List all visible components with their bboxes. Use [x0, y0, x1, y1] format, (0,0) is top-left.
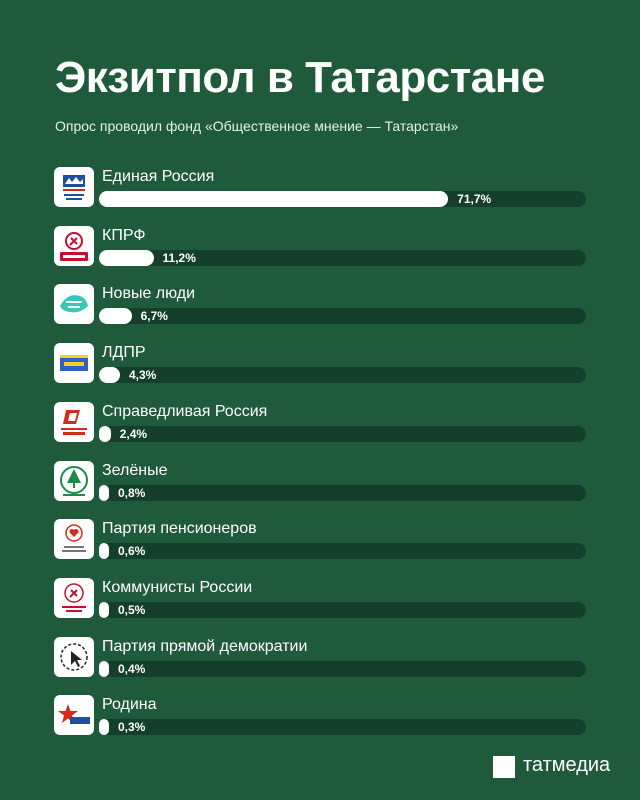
rodina-logo-icon	[54, 695, 94, 736]
bar	[99, 543, 109, 560]
greens-logo-icon	[54, 460, 94, 501]
pensioners-party-logo-icon	[54, 519, 94, 560]
direct-democracy-logo-icon	[54, 636, 94, 677]
data-label: 11,2%	[162, 250, 196, 265]
ldpr-logo-icon	[54, 343, 94, 384]
bar-track	[99, 660, 586, 677]
category-label: Зелёные	[102, 461, 168, 479]
data-label: 0,3%	[118, 720, 146, 735]
data-label: 0,4%	[118, 661, 146, 676]
category-label: Единая Россия	[102, 168, 215, 185]
bar-track	[99, 425, 586, 442]
category-label: Партия прямой демократии	[102, 637, 308, 655]
bar-row: КПРФ 11,2%	[0, 225, 640, 276]
bar	[99, 249, 154, 266]
bar	[99, 719, 109, 736]
bar-row: Справедливая Россия 2,4%	[0, 401, 640, 452]
category-label: ЛДПР	[102, 344, 146, 362]
bar	[99, 660, 109, 677]
category-label: Новые люди	[102, 285, 196, 303]
data-label: 6,7%	[140, 309, 168, 324]
bar-row: Партия пенсионеров 0,6%	[0, 519, 640, 569]
bar-row: Единая Россия 71,7%	[0, 167, 640, 217]
united-russia-logo-icon	[54, 167, 94, 207]
data-label: 4,3%	[128, 368, 157, 383]
bar-row: Коммунисты России 0,5%	[0, 577, 640, 628]
bar-row: Новые люди 6,7%	[0, 284, 640, 334]
page-subtitle: Опрос проводил фонд «Общественное мнение…	[55, 118, 459, 134]
new-people-logo-icon	[54, 284, 94, 325]
brand-name: татмедиа	[523, 754, 611, 776]
bar-track	[99, 484, 586, 501]
bar-track	[99, 308, 586, 325]
bar-row: ЛДПР 4,3%	[0, 343, 640, 393]
bar-track	[99, 191, 586, 207]
bar-row: Партия прямой демократии 0,4%	[0, 636, 640, 687]
communists-of-russia-logo-icon	[54, 577, 94, 618]
data-label: 0,5%	[118, 602, 146, 617]
bar-track	[99, 601, 586, 618]
category-label: Коммунисты России	[102, 578, 253, 596]
bar	[99, 601, 109, 618]
bar-track	[99, 543, 586, 560]
bar-track	[99, 719, 586, 736]
page-title: Экзитпол в Татарстане	[55, 53, 545, 102]
brand-square-icon	[493, 756, 515, 778]
category-label: Родина	[102, 696, 157, 714]
bar	[99, 425, 111, 442]
category-label: Справедливая Россия	[102, 402, 268, 420]
bar-track	[99, 367, 586, 384]
bar-row: Зелёные 0,8%	[0, 460, 640, 511]
bar	[99, 367, 120, 384]
data-label: 71,7%	[457, 192, 492, 206]
bar	[99, 308, 132, 325]
kprf-logo-icon	[54, 225, 94, 266]
data-label: 0,8%	[118, 485, 146, 500]
bar-track	[99, 249, 586, 266]
data-label: 0,6%	[118, 544, 146, 559]
bar	[99, 484, 109, 501]
fair-russia-logo-icon	[54, 401, 94, 442]
data-label: 2,4%	[119, 426, 148, 441]
bar	[99, 191, 449, 207]
bar-row: Родина 0,3%	[0, 695, 640, 745]
category-label: КПРФ	[102, 226, 146, 244]
category-label: Партия пенсионеров	[102, 520, 257, 538]
